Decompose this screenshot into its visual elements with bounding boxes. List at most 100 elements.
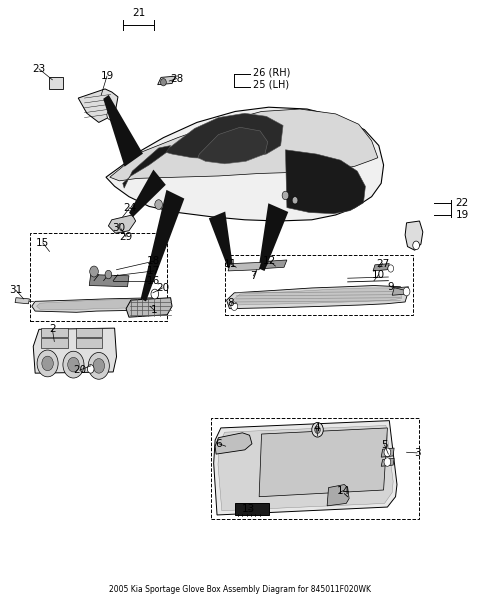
Circle shape bbox=[231, 302, 238, 310]
Circle shape bbox=[37, 350, 58, 377]
Polygon shape bbox=[48, 77, 63, 89]
Text: 23: 23 bbox=[32, 64, 46, 74]
Text: 2: 2 bbox=[49, 325, 56, 334]
Circle shape bbox=[88, 353, 109, 379]
Polygon shape bbox=[381, 448, 394, 457]
Text: 17: 17 bbox=[147, 266, 160, 276]
Polygon shape bbox=[15, 298, 29, 304]
Text: 5: 5 bbox=[381, 440, 388, 450]
Circle shape bbox=[68, 357, 79, 372]
Circle shape bbox=[151, 289, 158, 299]
Polygon shape bbox=[137, 190, 184, 303]
Polygon shape bbox=[108, 215, 136, 233]
Circle shape bbox=[403, 287, 410, 296]
Text: 30: 30 bbox=[112, 223, 125, 233]
Polygon shape bbox=[163, 113, 283, 159]
Text: 3: 3 bbox=[414, 448, 420, 458]
Polygon shape bbox=[76, 339, 102, 348]
Bar bbox=[235, 503, 269, 515]
Polygon shape bbox=[157, 76, 175, 85]
Bar bbox=[30, 233, 167, 321]
Circle shape bbox=[63, 351, 84, 378]
Circle shape bbox=[315, 426, 321, 434]
Text: 21: 21 bbox=[132, 8, 145, 18]
Polygon shape bbox=[228, 262, 262, 271]
Text: 13: 13 bbox=[242, 504, 255, 514]
Polygon shape bbox=[76, 328, 102, 337]
Text: 12: 12 bbox=[263, 256, 276, 266]
Polygon shape bbox=[127, 170, 166, 220]
Text: 31: 31 bbox=[10, 285, 23, 295]
Text: 9: 9 bbox=[387, 282, 394, 292]
Circle shape bbox=[384, 448, 391, 456]
Polygon shape bbox=[215, 433, 252, 454]
Circle shape bbox=[292, 196, 298, 204]
Polygon shape bbox=[227, 285, 408, 309]
Bar bbox=[225, 255, 413, 315]
Text: 25 (LH): 25 (LH) bbox=[253, 80, 289, 90]
Circle shape bbox=[160, 79, 166, 86]
Bar bbox=[211, 418, 419, 519]
Text: 28: 28 bbox=[170, 74, 183, 84]
Text: 27: 27 bbox=[376, 259, 389, 268]
Text: 14: 14 bbox=[337, 486, 350, 496]
Text: 29: 29 bbox=[120, 232, 132, 242]
Circle shape bbox=[105, 270, 112, 279]
Text: 4: 4 bbox=[313, 423, 320, 433]
Polygon shape bbox=[214, 421, 397, 515]
Text: 1: 1 bbox=[151, 305, 157, 315]
Text: 15: 15 bbox=[36, 238, 49, 248]
Polygon shape bbox=[32, 298, 161, 312]
Polygon shape bbox=[198, 127, 268, 164]
Circle shape bbox=[282, 191, 289, 199]
Circle shape bbox=[42, 356, 53, 371]
Circle shape bbox=[87, 365, 94, 373]
Polygon shape bbox=[233, 288, 402, 305]
Polygon shape bbox=[265, 260, 287, 268]
Polygon shape bbox=[392, 287, 408, 295]
Polygon shape bbox=[123, 146, 170, 188]
Polygon shape bbox=[36, 299, 155, 310]
Circle shape bbox=[388, 265, 394, 272]
Polygon shape bbox=[259, 428, 387, 497]
Circle shape bbox=[312, 423, 323, 437]
Polygon shape bbox=[41, 328, 68, 337]
Text: 16: 16 bbox=[147, 276, 160, 285]
Polygon shape bbox=[99, 92, 143, 167]
Text: 6: 6 bbox=[216, 439, 222, 449]
Polygon shape bbox=[78, 89, 118, 123]
Polygon shape bbox=[381, 458, 394, 466]
Polygon shape bbox=[126, 298, 172, 317]
Text: 19: 19 bbox=[456, 210, 468, 220]
Circle shape bbox=[90, 266, 98, 277]
Circle shape bbox=[155, 199, 162, 209]
Polygon shape bbox=[254, 203, 288, 273]
Text: 7: 7 bbox=[250, 271, 257, 281]
Text: 11: 11 bbox=[224, 259, 237, 268]
Circle shape bbox=[107, 110, 115, 120]
Text: 8: 8 bbox=[227, 298, 234, 307]
Text: 19: 19 bbox=[100, 71, 114, 81]
Polygon shape bbox=[373, 264, 389, 271]
Text: 22: 22 bbox=[456, 198, 468, 208]
Polygon shape bbox=[405, 221, 423, 250]
Text: 26 (RH): 26 (RH) bbox=[253, 68, 291, 77]
Polygon shape bbox=[41, 339, 68, 348]
Polygon shape bbox=[327, 484, 349, 506]
Circle shape bbox=[413, 241, 420, 249]
Text: 10: 10 bbox=[372, 270, 385, 279]
Polygon shape bbox=[286, 150, 365, 214]
Polygon shape bbox=[89, 274, 129, 287]
Circle shape bbox=[93, 359, 105, 373]
Polygon shape bbox=[209, 212, 236, 270]
Text: 20: 20 bbox=[156, 283, 169, 293]
Circle shape bbox=[384, 458, 391, 466]
Text: 18: 18 bbox=[147, 256, 160, 266]
Text: 20: 20 bbox=[73, 365, 86, 375]
Text: 2005 Kia Sportage Glove Box Assembly Diagram for 845011F020WK: 2005 Kia Sportage Glove Box Assembly Dia… bbox=[109, 586, 371, 594]
Text: 24: 24 bbox=[123, 203, 136, 213]
Polygon shape bbox=[106, 107, 384, 221]
Polygon shape bbox=[110, 109, 378, 181]
Polygon shape bbox=[33, 328, 117, 373]
Polygon shape bbox=[218, 426, 393, 511]
